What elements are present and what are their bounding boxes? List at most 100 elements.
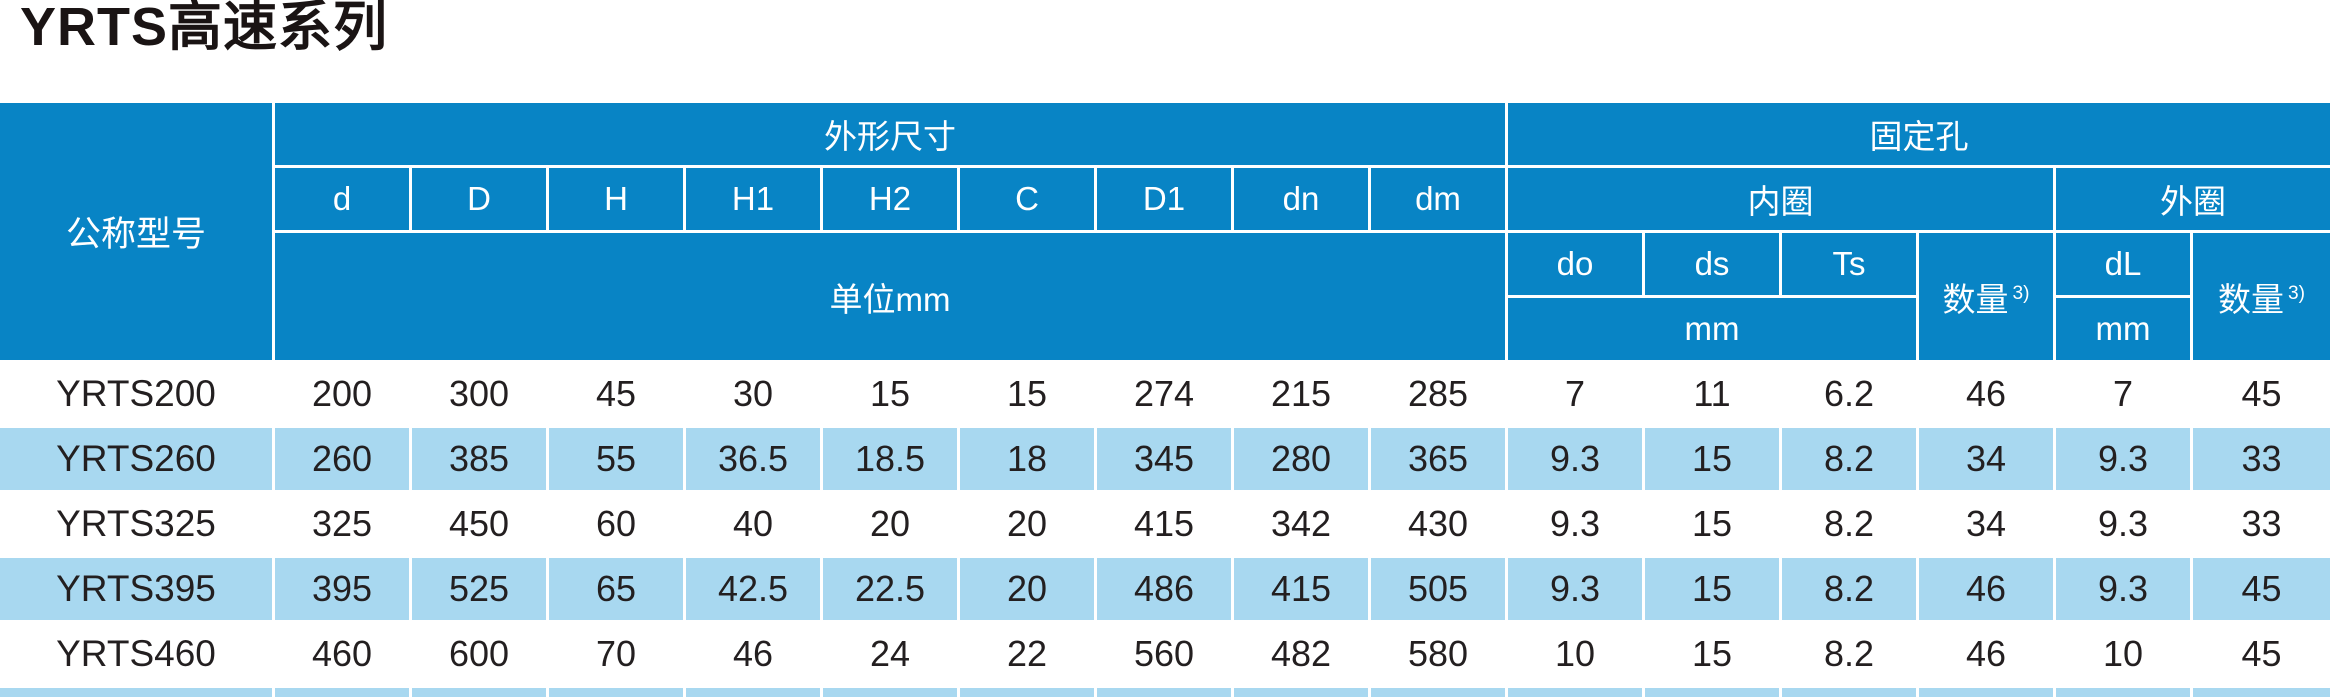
group-header-dimensions: 外形尺寸 (275, 103, 1508, 168)
value-cell: 24 (823, 623, 960, 688)
col-header-outer-qty: 数量 3) (2193, 233, 2330, 363)
qty-label: 数量 (1942, 280, 2009, 318)
value-cell: 415 (1234, 558, 1371, 623)
outer-ring-mm-cell: mm (2056, 298, 2193, 363)
value-cell: 300 (412, 363, 549, 428)
col-header-D1: D1 (1097, 168, 1234, 233)
value-cell (1919, 688, 2056, 697)
value-cell: 8.2 (1782, 493, 1919, 558)
value-cell: 482 (1234, 623, 1371, 688)
value-cell: 260 (275, 428, 412, 493)
group-header-inner-ring: 内圈 (1508, 168, 2056, 233)
value-cell: 9.3 (2056, 558, 2193, 623)
value-cell: 45 (2193, 558, 2330, 623)
col-header-H2: H2 (823, 168, 960, 233)
value-cell: 15 (1645, 623, 1782, 688)
value-cell: 285 (1371, 363, 1508, 428)
value-cell (412, 688, 549, 697)
value-cell: 34 (1919, 493, 2056, 558)
value-cell (549, 688, 686, 697)
group-header-outer-ring: 外圈 (2056, 168, 2330, 233)
value-cell: 20 (960, 558, 1097, 623)
value-cell: 45 (2193, 363, 2330, 428)
value-cell: 60 (549, 493, 686, 558)
value-cell: 9.3 (2056, 428, 2193, 493)
value-cell: 45 (549, 363, 686, 428)
value-cell (1782, 688, 1919, 697)
value-cell: 8.2 (1782, 623, 1919, 688)
col-header-H1: H1 (686, 168, 823, 233)
value-cell (1508, 688, 1645, 697)
value-cell: 42.5 (686, 558, 823, 623)
header-row-units: mm mm (0, 298, 2330, 363)
value-cell (275, 688, 412, 697)
value-cell: 15 (1645, 428, 1782, 493)
col-header-inner-qty: 数量 3) (1919, 233, 2056, 363)
model-cell: YRTS260 (0, 428, 275, 493)
value-cell: 430 (1371, 493, 1508, 558)
value-cell: 365 (1371, 428, 1508, 493)
value-cell: 36.5 (686, 428, 823, 493)
value-cell: 46 (1919, 363, 2056, 428)
value-cell: 8.2 (1782, 428, 1919, 493)
value-cell: 8.2 (1782, 558, 1919, 623)
value-cell: 20 (823, 493, 960, 558)
spec-table: 公称型号 外形尺寸 固定孔 d D H H1 H2 C D1 dn dm 内圈 … (0, 103, 2330, 697)
col-header-D: D (412, 168, 549, 233)
qty-footnote-mark: 3) (2287, 282, 2305, 304)
header-row-groups: 公称型号 外形尺寸 固定孔 (0, 103, 2330, 363)
value-cell: 18.5 (823, 428, 960, 493)
table-row: YRTS325 325 450 60 40 20 20 415 342 430 9.3 15 8.2 34… (0, 493, 2330, 558)
qty-label: 数量 (2217, 280, 2284, 318)
value-cell: 9.3 (1508, 428, 1645, 493)
value-cell: 525 (412, 558, 549, 623)
value-cell: 33 (2193, 428, 2330, 493)
unit-mm-cell: 单位mm (275, 233, 1508, 363)
value-cell: 33 (2193, 493, 2330, 558)
value-cell: 385 (412, 428, 549, 493)
value-cell: 600 (412, 623, 549, 688)
value-cell: 460 (275, 623, 412, 688)
col-header-do: do (1508, 233, 1645, 298)
col-header-dm: dm (1371, 168, 1508, 233)
value-cell: 22.5 (823, 558, 960, 623)
value-cell: 40 (686, 493, 823, 558)
value-cell: 18 (960, 428, 1097, 493)
value-cell (2193, 688, 2330, 697)
value-cell: 15 (1645, 558, 1782, 623)
col-header-dn: dn (1234, 168, 1371, 233)
value-cell (686, 688, 823, 697)
value-cell: 65 (549, 558, 686, 623)
table-row: YRTS260 260 385 55 36.5 18.5 18 345 280 365 9.3 15 8… (0, 428, 2330, 493)
col-header-dL: dL (2056, 233, 2193, 298)
value-cell (823, 688, 960, 697)
value-cell: 580 (1371, 623, 1508, 688)
value-cell: 9.3 (2056, 493, 2193, 558)
value-cell (1097, 688, 1234, 697)
col-header-model: 公称型号 (0, 103, 275, 363)
value-cell: 46 (1919, 623, 2056, 688)
value-cell: 395 (275, 558, 412, 623)
table-body: YRTS200 200 300 45 30 15 15 274 215 285 7 11 6.2 46 7 4… (0, 363, 2330, 697)
value-cell: 11 (1645, 363, 1782, 428)
col-header-ds: ds (1645, 233, 1782, 298)
value-cell: 20 (960, 493, 1097, 558)
page-title: YRTS高速系列 (20, 0, 389, 57)
inner-ring-mm-cell: mm (1508, 298, 1919, 363)
value-cell: 30 (686, 363, 823, 428)
value-cell: 560 (1097, 623, 1234, 688)
header-row-subcolumns: 单位mm do ds Ts 数量 3) dL 数量 3) (0, 233, 2330, 363)
value-cell: 415 (1097, 493, 1234, 558)
col-header-d: d (275, 168, 412, 233)
value-cell: 274 (1097, 363, 1234, 428)
model-cell: YRTS395 (0, 558, 275, 623)
value-cell (1645, 688, 1782, 697)
value-cell: 15 (1645, 493, 1782, 558)
value-cell (1371, 688, 1508, 697)
col-header-C: C (960, 168, 1097, 233)
value-cell: 10 (1508, 623, 1645, 688)
col-header-H: H (549, 168, 686, 233)
col-header-Ts: Ts (1782, 233, 1919, 298)
table-row: YRTS460 460 600 70 46 24 22 560 482 580 10 15 8.2 46 1… (0, 623, 2330, 688)
value-cell: 9.3 (1508, 493, 1645, 558)
